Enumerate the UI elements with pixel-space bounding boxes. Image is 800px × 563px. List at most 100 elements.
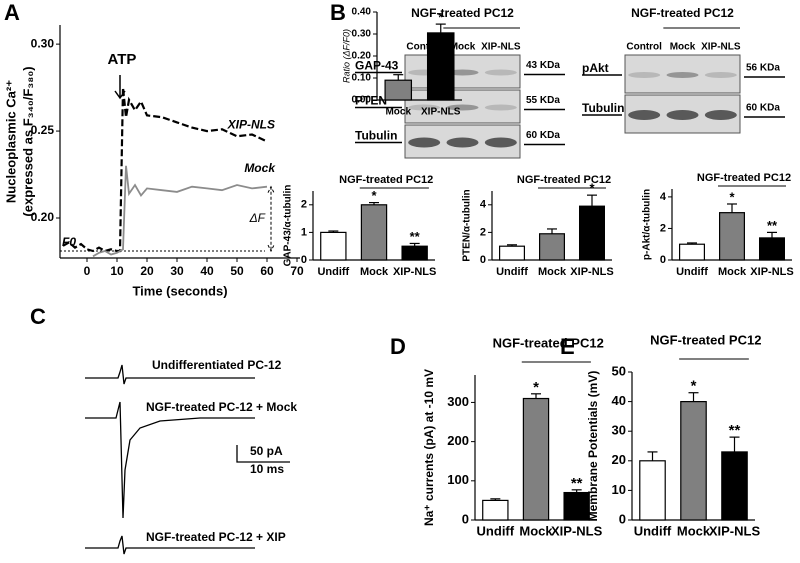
size-label: 56 KDa	[746, 63, 780, 74]
trace-label: Undifferentiated PC-12	[152, 358, 282, 372]
y-tick-label: 4	[480, 199, 487, 211]
significance: *	[691, 378, 697, 395]
x-tick-label: XIP-NLS	[570, 266, 613, 278]
lane-label: XIP-NLS	[701, 42, 741, 53]
row-label: PTEN	[355, 94, 387, 108]
blot-band	[704, 72, 737, 78]
x-tick-label: Mock	[718, 266, 747, 278]
lane-label: XIP-NLS	[481, 42, 521, 53]
blot-title: NGF-treated PC12	[411, 6, 514, 20]
scale-bar	[236, 445, 290, 463]
bar	[563, 491, 590, 521]
x-tick-label: Mock	[385, 107, 411, 118]
blot-band	[408, 104, 441, 111]
bar	[758, 237, 785, 261]
blot-band	[628, 110, 661, 120]
y-tick-label: 20	[612, 452, 626, 467]
group-label: NGF-treated PC12	[517, 174, 611, 186]
bar	[360, 204, 388, 261]
annotation: ATP	[108, 51, 137, 68]
scale-label: 50 pA	[250, 444, 283, 458]
blot-band	[666, 72, 699, 78]
bar	[499, 245, 526, 261]
scale-label: 10 ms	[250, 462, 284, 476]
x-tick-label: Undiff	[317, 266, 349, 278]
y-tick-label: 30	[612, 423, 626, 438]
group-label: NGF-treated PC12	[650, 332, 761, 347]
blot-band	[484, 137, 517, 148]
annotation: F0	[62, 235, 76, 249]
x-tick-label: XIP-NLS	[421, 107, 461, 118]
y-tick-label: 0.20	[31, 210, 55, 224]
row-label: pAkt	[582, 61, 609, 75]
y-tick-label: 2	[660, 222, 666, 234]
y-tick-label: 0	[462, 511, 469, 526]
x-tick-label: XIP-NLS	[551, 523, 603, 538]
x-tick-label: 10	[110, 264, 124, 278]
x-tick-label: 30	[170, 264, 184, 278]
significance: **	[410, 229, 421, 244]
size-label: 43 KDa	[526, 60, 560, 71]
size-label: 55 KDa	[526, 95, 560, 106]
blot-band	[408, 137, 441, 148]
x-tick-label: 20	[140, 264, 154, 278]
series-line	[62, 87, 268, 253]
row-label: Tubulin	[582, 101, 624, 115]
bar	[320, 231, 347, 261]
y-tick-label: 200	[447, 433, 469, 448]
y-tick-label: 0.10	[352, 73, 372, 84]
y-tick-label: 0.40	[352, 7, 372, 18]
bar	[401, 245, 428, 261]
significance: *	[533, 379, 539, 396]
y-axis-label: Na⁺ currents (pA) at -10 mV	[422, 369, 436, 526]
group-label: NGF-treated PC12	[697, 172, 791, 184]
significance: **	[767, 218, 778, 233]
x-tick-label: Mock	[538, 266, 567, 278]
y-tick-label: 2	[480, 226, 486, 238]
x-tick-label: 0	[84, 264, 91, 278]
y-tick-label: 0	[619, 511, 626, 526]
size-label: 60 KDa	[746, 103, 780, 114]
y-tick-label: 40	[612, 393, 626, 408]
significance: **	[571, 475, 583, 492]
y-axis-label: PTEN/α-tubulin	[462, 189, 473, 261]
y-axis-label: Membrane Potentials (mV)	[586, 371, 600, 522]
annotation: ΔF	[249, 211, 266, 225]
group-label: NGF-treated PC12	[339, 174, 433, 186]
y-tick-label: 0.00	[352, 95, 372, 106]
trace-label: NGF-treated PC-12 + Mock	[146, 400, 297, 414]
panel-letter: D	[390, 334, 406, 359]
blot-band	[628, 72, 661, 78]
x-tick-label: 70	[290, 264, 304, 278]
x-tick-label: XIP-NLS	[393, 266, 436, 278]
bar	[538, 233, 565, 261]
y-tick-label: 100	[447, 472, 469, 487]
x-tick-label: 40	[200, 264, 214, 278]
y-axis-label: GAP-43/α-tubulin	[283, 185, 294, 267]
blot-band	[446, 104, 479, 111]
blot-band	[446, 137, 479, 148]
group-label: NGF-treated PC12	[493, 335, 604, 350]
blot-band	[704, 110, 737, 120]
traces	[85, 364, 290, 555]
panel-letter: C	[30, 304, 46, 329]
lane-label: Control	[626, 42, 662, 53]
x-tick-label: Mock	[519, 523, 553, 538]
blot-band	[484, 104, 517, 111]
y-axis-label: p-Akt/α-tubulin	[642, 189, 653, 260]
y-tick-label: 2	[301, 199, 307, 211]
bar	[482, 499, 509, 521]
x-tick-label: Undiff	[477, 523, 515, 538]
lane-label: Control	[406, 42, 442, 53]
row-label: Tubulin	[355, 129, 397, 143]
bar	[678, 243, 705, 261]
trace	[85, 401, 255, 519]
blot-band	[666, 110, 699, 120]
panel-letter: E	[560, 334, 575, 359]
x-tick-label: Mock	[677, 523, 711, 538]
y-tick-label: 300	[447, 394, 469, 409]
bar	[578, 205, 605, 261]
y-tick-label: 0	[480, 254, 486, 266]
series-line	[92, 165, 268, 258]
trace-label: NGF-treated PC-12 + XIP	[146, 530, 286, 544]
